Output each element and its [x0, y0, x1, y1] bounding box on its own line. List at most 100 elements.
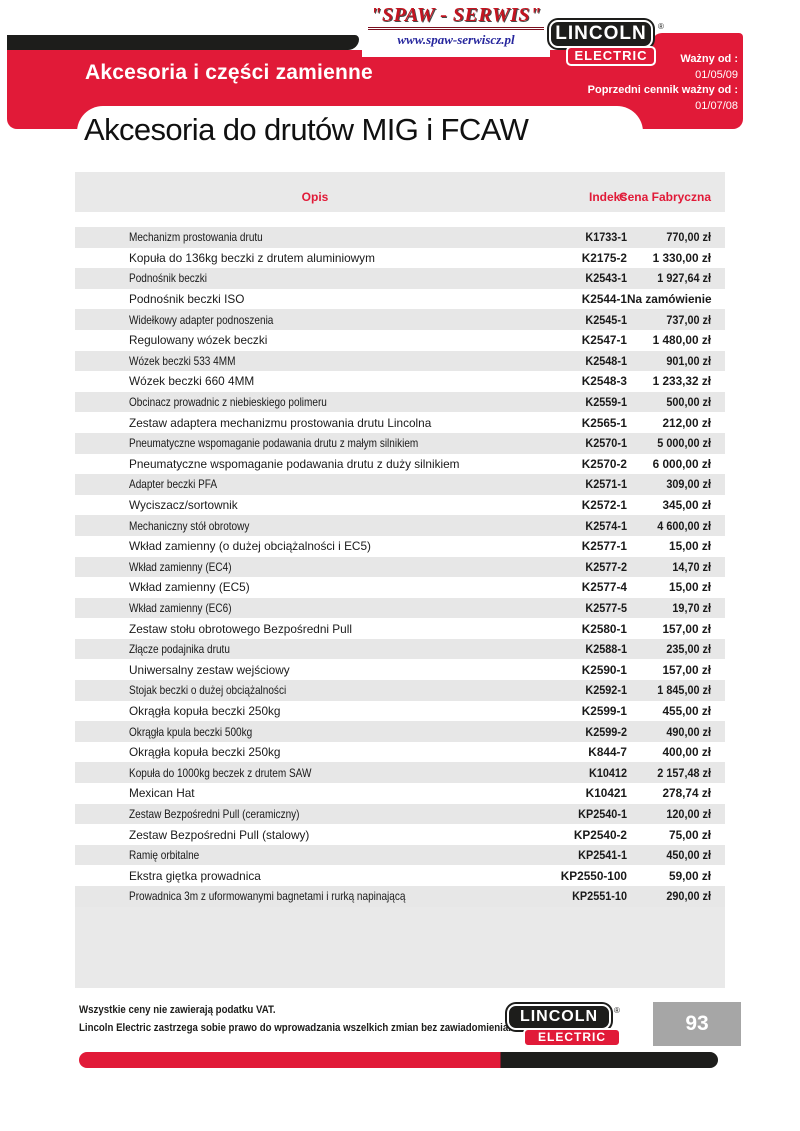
supplier-logo: "SPAW - SERWIS" www.spaw-serwiscz.pl [362, 2, 550, 57]
product-index: K2548-1 [585, 353, 627, 368]
product-price: 19,70 zł [672, 600, 711, 615]
table-row: Wózek beczki 533 4MM K2548-1 901,00 zł [75, 350, 725, 372]
product-price: 4 600,00 zł [657, 518, 711, 533]
product-price: 500,00 zł [666, 395, 711, 410]
column-header-description: Opis [301, 190, 329, 204]
table-row: Zestaw stołu obrotowego Bezpośredni Pull… [75, 618, 725, 639]
product-description: Mexican Hat [129, 786, 195, 801]
product-price: 120,00 zł [666, 806, 711, 821]
product-description: Wózek beczki 660 4MM [129, 374, 255, 389]
product-price: 901,00 zł [666, 353, 711, 368]
product-price: 15,00 zł [669, 580, 711, 595]
table-row: Uniwersalny zestaw wejściowy K2590-1 157… [75, 659, 725, 681]
product-description: Zestaw adaptera mechanizmu prostowania d… [129, 415, 432, 430]
table-rows: Mechanizm prostowania drutu K1733-1 770,… [75, 227, 725, 907]
title-plate [77, 106, 643, 176]
table-row: Adapter beczki PFA K2571-1 309,00 zł [75, 474, 725, 495]
product-index: KP2551-10 [572, 889, 627, 904]
product-description: Ramię orbitalne [129, 848, 200, 863]
product-price: 1 233,32 zł [652, 374, 711, 389]
product-index: K2577-2 [585, 559, 627, 574]
product-index: KP2550-100 [560, 868, 627, 883]
product-description: Kopuła do 1000kg beczek z drutem SAW [129, 765, 312, 780]
product-price: Na zamówienie [627, 292, 712, 307]
table-row: Wkład zamienny (o dużej obciążalności i … [75, 535, 725, 557]
product-price: 455,00 zł [662, 703, 711, 718]
product-price: 157,00 zł [662, 621, 711, 636]
previous-valid-date: 01/07/08 [695, 99, 738, 112]
column-header-price: Cena Fabryczna [618, 190, 711, 204]
product-index: K2592-1 [585, 683, 627, 698]
product-description: Okrągła kpula beczki 500kg [129, 724, 253, 739]
product-price: 212,00 zł [662, 415, 711, 430]
product-description: Okrągła kopuła beczki 250kg [129, 745, 281, 760]
vat-note: Wszystkie ceny nie zawierają podatku VAT… [79, 1004, 276, 1016]
lincoln-electric-label: ELECTRIC [566, 46, 656, 66]
table-row: Kopuła do 1000kg beczek z drutem SAW K10… [75, 762, 725, 784]
product-price: 450,00 zł [666, 848, 711, 863]
product-description: Kopuła do 136kg beczki z drutem aluminio… [129, 250, 375, 265]
product-price: 15,00 zł [669, 539, 711, 554]
table-row: Mexican Hat K10421 278,74 zł [75, 783, 725, 804]
column-header-index: Indeks [588, 190, 627, 204]
page-number-badge: 93 [653, 1002, 741, 1046]
top-black-bar [7, 35, 359, 50]
product-index: KP2540-1 [578, 806, 627, 821]
product-index: K2559-1 [585, 395, 627, 410]
section-title: Akcesoria i części zamienne [85, 61, 373, 84]
validity-dates: Ważny od : 01/05/09 Poprzedni cennik waż… [443, 52, 738, 114]
table-row: Mechanizm prostowania drutu K1733-1 770,… [75, 227, 725, 248]
product-price: 1 480,00 zł [652, 333, 711, 348]
table-row: Pneumatyczne wspomaganie podawania drutu… [75, 432, 725, 454]
product-price: 59,00 zł [669, 868, 711, 883]
registered-trademark-icon: ® [658, 22, 664, 31]
product-index: K2599-1 [581, 703, 627, 718]
table-row: Zestaw Bezpośredni Pull (ceramiczny) KP2… [75, 803, 725, 825]
product-index: K2544-1 [581, 292, 627, 307]
table-row: Wózek beczki 660 4MM K2548-3 1 233,32 zł [75, 371, 725, 392]
table-row: Podnośnik beczki K2543-1 1 927,64 zł [75, 268, 725, 289]
product-index: KP2541-1 [578, 848, 627, 863]
previous-valid-label: Poprzedni cennik ważny od : [587, 84, 738, 96]
product-index: K2565-1 [581, 415, 627, 430]
product-index: K2574-1 [585, 518, 627, 533]
product-price: 75,00 zł [669, 827, 711, 842]
product-index: K10412 [588, 765, 627, 780]
table-row: Regulowany wózek beczki K2547-1 1 480,00… [75, 329, 725, 351]
product-description: Wkład zamienny (EC5) [129, 580, 250, 595]
product-description: Wyciszacz/sortownik [129, 498, 238, 513]
product-description: Wkład zamienny (EC4) [129, 559, 232, 574]
table-header: Opis Indeks Cena Fabryczna [75, 172, 725, 212]
product-description: Wkład zamienny (o dużej obciążalności i … [129, 539, 371, 554]
product-description: Wkład zamienny (EC6) [129, 600, 232, 615]
table-row: Widełkowy adapter podnoszenia K2545-1 73… [75, 309, 725, 330]
product-price: 1 845,00 zł [657, 683, 711, 698]
product-price: 345,00 zł [662, 498, 711, 513]
table-row: Wkład zamienny (EC6) K2577-5 19,70 zł [75, 597, 725, 619]
product-price: 2 157,48 zł [657, 765, 711, 780]
supplier-url-link[interactable]: www.spaw-serwiscz.pl [397, 32, 515, 47]
product-price: 1 927,64 zł [657, 271, 711, 286]
product-description: Podnośnik beczki ISO [129, 292, 245, 307]
table-row: Kopuła do 136kg beczki z drutem aluminio… [75, 247, 725, 269]
product-index: K2580-1 [581, 621, 627, 636]
product-index: K2570-1 [585, 436, 627, 451]
price-table: Opis Indeks Cena Fabryczna Mechanizm pro… [75, 172, 725, 988]
product-description: Zestaw Bezpośredni Pull (ceramiczny) [129, 806, 300, 821]
product-index: K2588-1 [585, 642, 627, 657]
footer-registered-trademark-icon: ® [614, 1006, 620, 1015]
product-description: Złącze podajnika drutu [129, 642, 230, 657]
product-description: Pneumatyczne wspomaganie podawania drutu… [129, 436, 419, 451]
table-row: Wyciszacz/sortownik K2572-1 345,00 zł [75, 494, 725, 516]
product-index: K2547-1 [581, 333, 627, 348]
table-row: Ramię orbitalne KP2541-1 450,00 zł [75, 844, 725, 866]
product-index: K10421 [585, 786, 627, 801]
table-row: Wkład zamienny (EC4) K2577-2 14,70 zł [75, 556, 725, 578]
product-index: K2175-2 [581, 250, 627, 265]
product-price: 6 000,00 zł [652, 456, 711, 471]
table-row: Podnośnik beczki ISO K2544-1 Na zamówien… [75, 288, 725, 310]
valid-from-label: Ważny od : [680, 53, 738, 65]
bottom-decorative-bar [79, 1052, 718, 1068]
table-row: Okrągła kopuła beczki 250kg K844-7 400,0… [75, 741, 725, 763]
product-price: 400,00 zł [662, 745, 711, 760]
